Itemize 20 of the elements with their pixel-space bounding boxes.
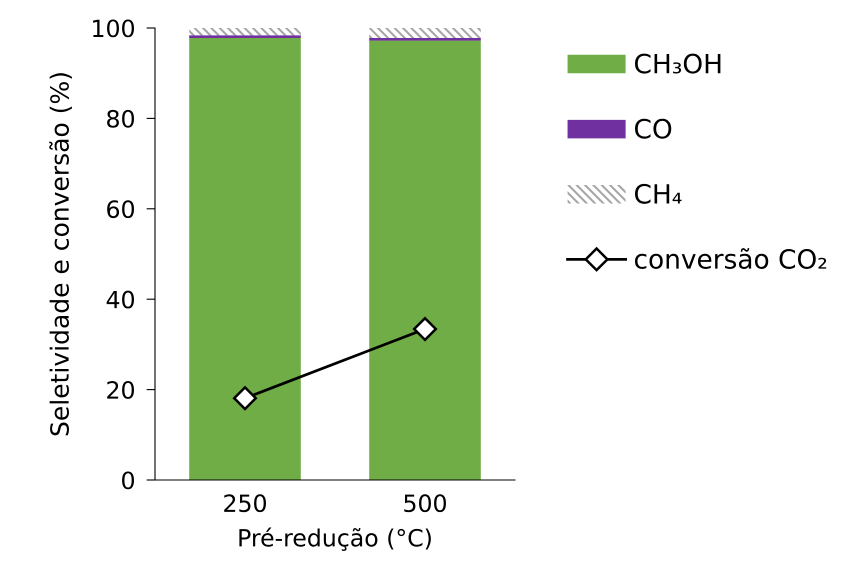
- bar: [189, 28, 301, 36]
- y-tick-label: 80: [107, 110, 134, 128]
- bar: [369, 38, 481, 41]
- legend-label: conversão CO₂: [634, 248, 826, 269]
- legend-label: CO: [635, 118, 672, 139]
- legend-label: CH₄: [635, 184, 682, 204]
- bar: [189, 38, 301, 480]
- y-tick-label: 100: [93, 19, 134, 38]
- y-axis-title: Seletividade e conversão (%): [49, 73, 72, 436]
- legend-label: CH₃OH: [635, 54, 720, 74]
- bar: [369, 28, 481, 38]
- bar: [189, 35, 301, 38]
- y-tick-label: 60: [107, 200, 134, 218]
- x-tick-label: 250: [224, 494, 266, 512]
- y-tick-label: 0: [122, 471, 134, 490]
- y-tick-label: 40: [106, 290, 134, 309]
- bar: [369, 40, 481, 480]
- x-tick-label: 500: [404, 494, 446, 512]
- y-tick-label: 20: [107, 381, 134, 399]
- x-axis-title: Pré-redução (°C): [239, 527, 431, 551]
